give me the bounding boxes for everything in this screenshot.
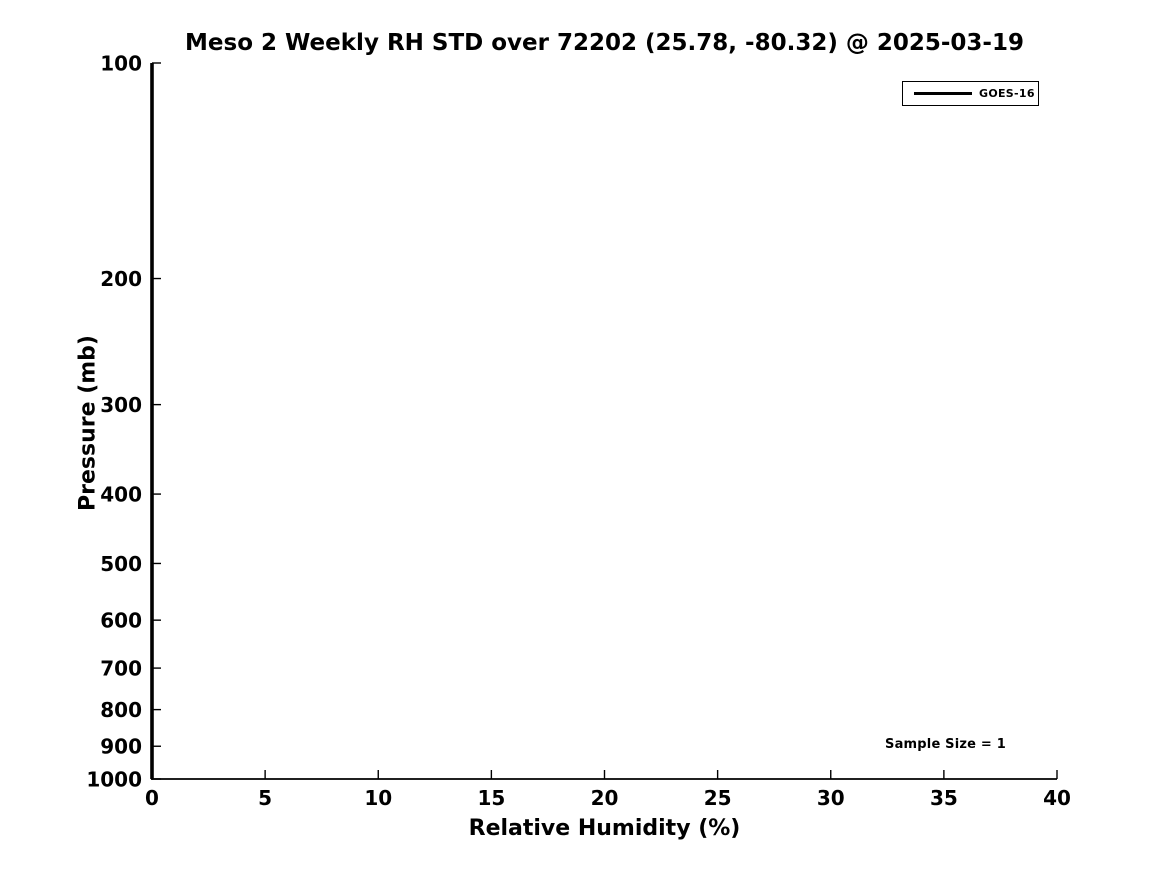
- x-tick-label: 40: [1043, 786, 1071, 810]
- x-tick-label: 5: [258, 786, 272, 810]
- x-tick-label: 30: [817, 786, 845, 810]
- chart-title: Meso 2 Weekly RH STD over 72202 (25.78, …: [185, 30, 1024, 56]
- y-tick-label: 300: [100, 393, 142, 417]
- x-tick-label: 0: [145, 786, 159, 810]
- x-axis-title: Relative Humidity (%): [468, 816, 741, 841]
- y-tick-label: 500: [100, 552, 142, 576]
- x-tick-label: 10: [364, 786, 392, 810]
- x-tick-label: 15: [477, 786, 505, 810]
- legend: GOES-16: [902, 81, 1039, 106]
- y-tick-label: 1000: [86, 767, 142, 791]
- y-tick-label: 700: [100, 656, 142, 680]
- sample-size-annotation: Sample Size = 1: [885, 737, 1006, 752]
- legend-line-goes16: [914, 92, 972, 95]
- y-tick-label: 400: [100, 482, 142, 506]
- y-tick-label: 100: [100, 51, 142, 75]
- y-tick-label: 200: [100, 267, 142, 291]
- legend-label-goes16: GOES-16: [979, 87, 1035, 100]
- x-tick-label: 35: [930, 786, 958, 810]
- x-tick-label: 25: [704, 786, 732, 810]
- y-tick-label: 600: [100, 608, 142, 632]
- x-tick-label: 20: [591, 786, 619, 810]
- y-tick-label: 800: [100, 698, 142, 722]
- y-tick-label: 900: [100, 735, 142, 759]
